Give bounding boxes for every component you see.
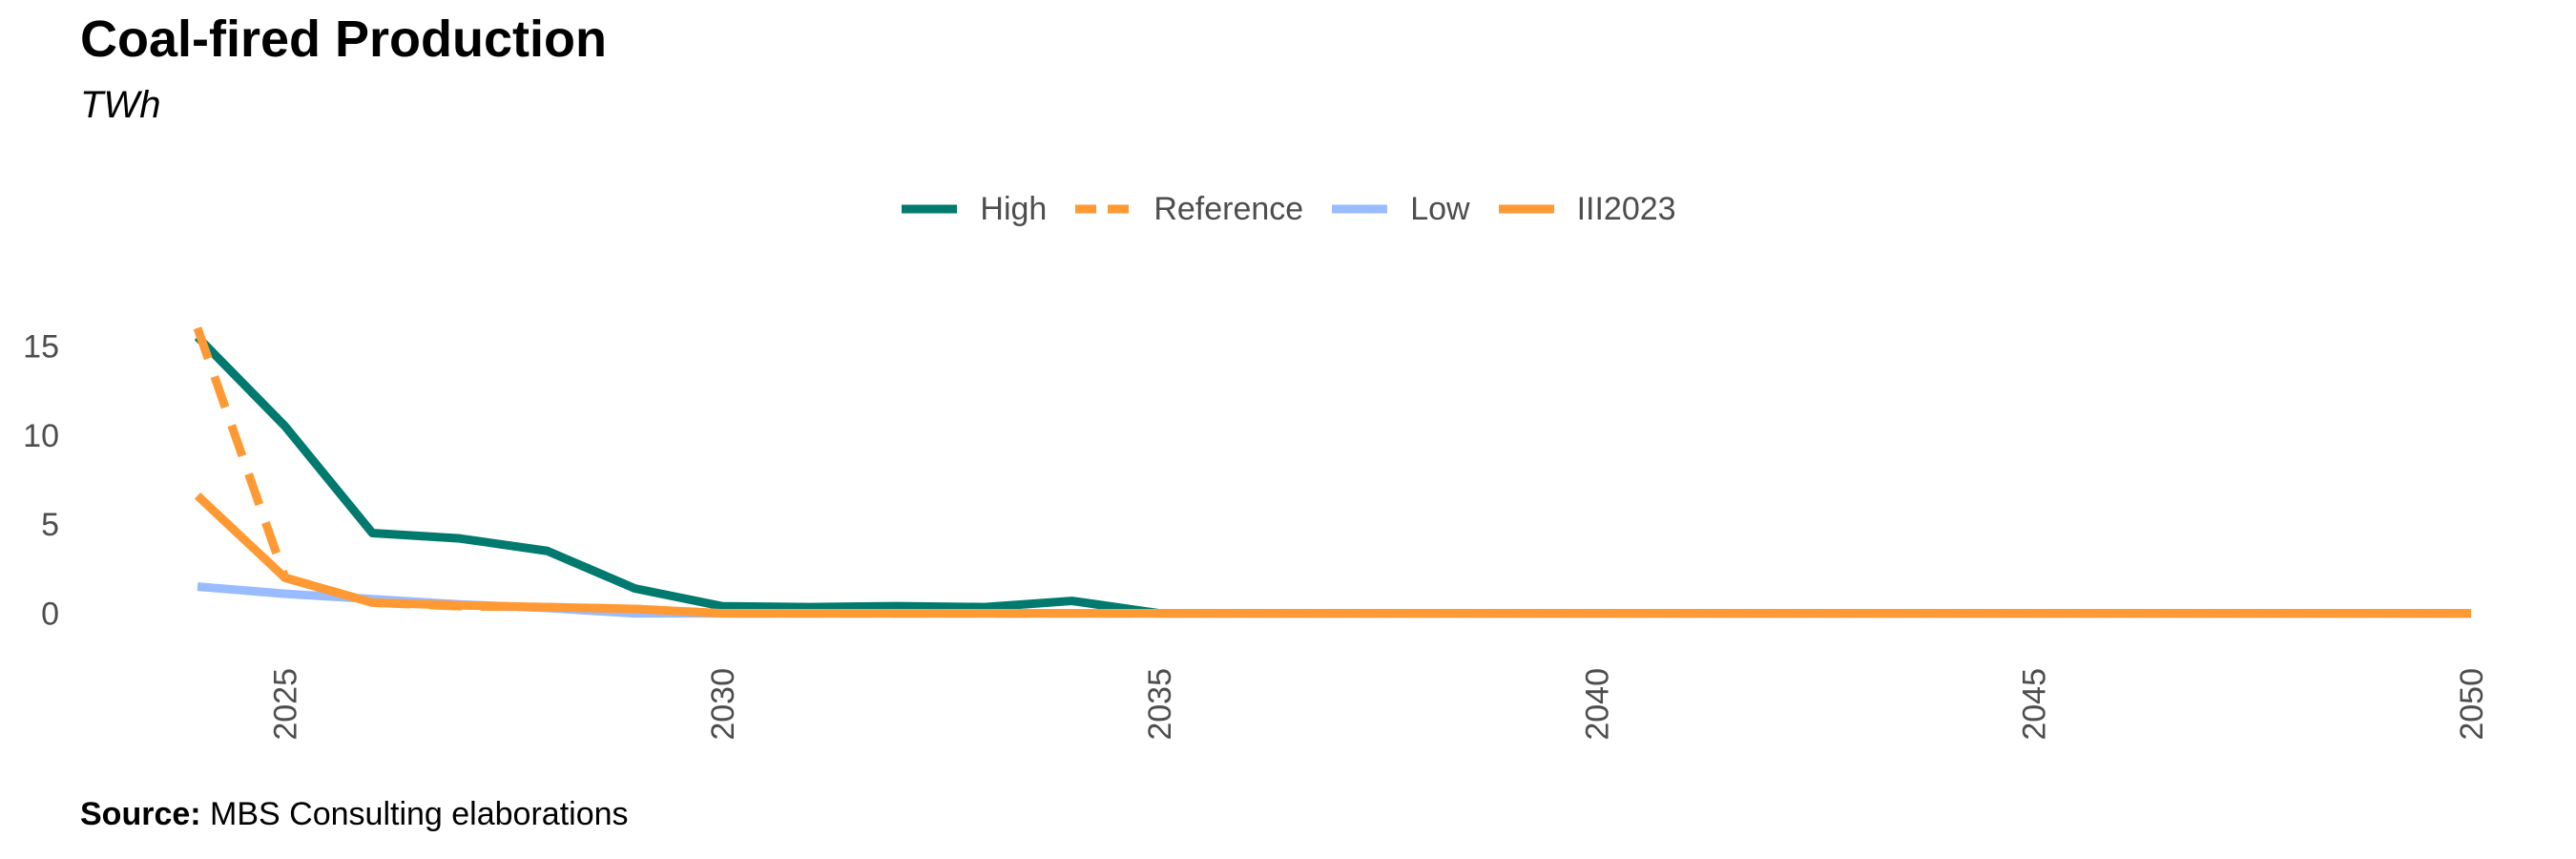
x-axis-ticks: 2025 2030 2035 2040 2045 2050 xyxy=(268,668,2490,741)
legend-key xyxy=(1075,204,1132,214)
legend: High Reference Low III2023 xyxy=(0,187,2576,231)
series-lines xyxy=(193,326,2471,618)
source-note: Source: MBS Consulting elaborations xyxy=(80,796,629,833)
source-text: MBS Consulting elaborations xyxy=(210,796,629,832)
y-tick-label: 15 xyxy=(23,328,59,365)
legend-item: Reference xyxy=(1073,187,1303,231)
x-tick-label: 2025 xyxy=(268,668,304,741)
legend-label: High xyxy=(980,190,1048,227)
y-tick-label: 5 xyxy=(41,507,59,543)
legend-label: Low xyxy=(1410,190,1470,227)
chart-subtitle: TWh xyxy=(80,84,161,126)
y-axis-ticks: 0 5 10 15 xyxy=(23,328,59,632)
source-label: Source: xyxy=(80,796,201,832)
legend-key xyxy=(902,204,958,214)
series-line-reference xyxy=(193,326,2471,618)
y-tick-label: 0 xyxy=(41,597,59,633)
legend-item: Low xyxy=(1330,187,1470,231)
x-tick-label: 2040 xyxy=(1579,668,1615,741)
y-tick-label: 10 xyxy=(23,418,59,454)
series-line-iii2023 xyxy=(194,492,2471,618)
chart-title: Coal-fired Production xyxy=(80,10,607,68)
series-line-high xyxy=(194,333,2471,618)
legend-key xyxy=(1332,204,1388,214)
x-tick-label: 2050 xyxy=(2454,668,2490,741)
x-tick-label: 2030 xyxy=(705,668,741,741)
x-tick-label: 2045 xyxy=(2017,668,2053,741)
legend-label: III2023 xyxy=(1576,190,1676,227)
legend-item: High xyxy=(900,187,1047,231)
legend-item: III2023 xyxy=(1497,187,1676,231)
x-tick-label: 2035 xyxy=(1142,668,1178,741)
legend-label: Reference xyxy=(1153,190,1304,227)
legend-key xyxy=(1498,204,1554,214)
